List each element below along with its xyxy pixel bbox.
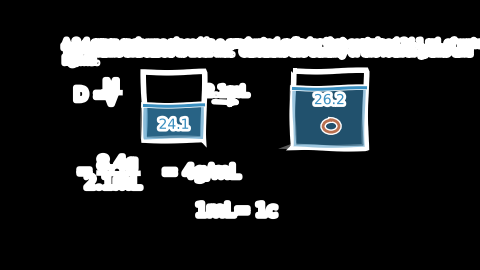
Text: = 4g/mL: = 4g/mL [162, 164, 240, 181]
Text: 2.1mL: 2.1mL [205, 85, 248, 99]
Text: 8.4g: 8.4g [97, 155, 137, 173]
Text: M: M [103, 79, 119, 97]
Bar [144, 105, 204, 139]
Text: 26.2: 26.2 [314, 93, 345, 107]
Text: V: V [105, 90, 117, 108]
Text: =: = [77, 164, 92, 181]
Text: 24.1: 24.1 [158, 118, 189, 132]
Bar [292, 71, 366, 148]
Bar [144, 72, 204, 140]
Text: The volume increased to 26.2 mL.  Calculate the density of the rock in g/cm3 and: The volume increased to 26.2 mL. Calcula… [63, 47, 471, 57]
Text: 1mL= 1c: 1mL= 1c [196, 202, 276, 220]
Text: Kg/m3.: Kg/m3. [63, 56, 98, 66]
Text: D =: D = [74, 87, 108, 104]
Text: 2.1mL: 2.1mL [84, 174, 141, 192]
Bar [293, 88, 365, 147]
Text: A 8.4 gram rock was placed in a graduated cylinder that contained 24.1 mL of wat: A 8.4 gram rock was placed in a graduate… [63, 39, 480, 49]
